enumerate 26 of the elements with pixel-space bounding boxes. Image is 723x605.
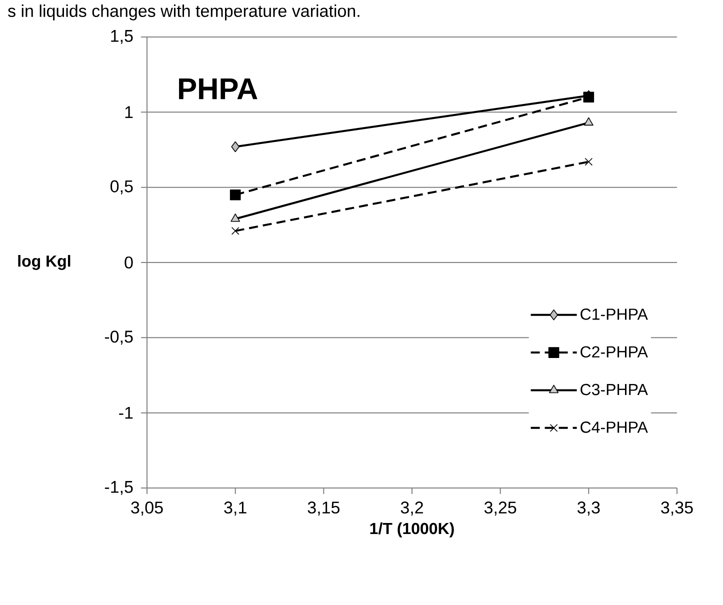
legend-label: C1-PHPA [580, 308, 648, 320]
legend-label: C3-PHPA [580, 384, 648, 396]
y-tick-label: 0,5 [110, 180, 133, 194]
y-axis-title: log Kgl [18, 255, 70, 270]
x-tick-label: 3,2 [400, 502, 423, 516]
point [230, 189, 241, 200]
text: PHPA [179, 78, 258, 100]
x-tick-label: 3,05 [131, 502, 163, 516]
text: s in liquids changes with temperature variation. [8, 4, 360, 20]
x-tick-label: 3,1 [224, 502, 246, 516]
y-tick-label: -0,5 [104, 330, 133, 345]
point [584, 158, 593, 166]
y-tick-label: 1 [125, 106, 133, 118]
y-tick-label: -1 [119, 406, 133, 419]
x-tick-label: 3,15 [308, 502, 340, 516]
y-tick-label: -1,5 [104, 481, 133, 495]
y-tick-label: 0 [124, 256, 133, 269]
x-tick-label: 3,35 [661, 502, 693, 516]
legend-label: C2-PHPA [580, 346, 648, 358]
x-tick-label: 3,3 [577, 502, 600, 516]
point [231, 226, 240, 235]
y-tick-label: 1,5 [111, 30, 133, 44]
point [231, 141, 240, 152]
legend-label: C4-PHPA [580, 422, 648, 433]
x-tick-label: 3,25 [484, 502, 516, 516]
x-axis-title: 1/T (1000K) [370, 522, 454, 538]
